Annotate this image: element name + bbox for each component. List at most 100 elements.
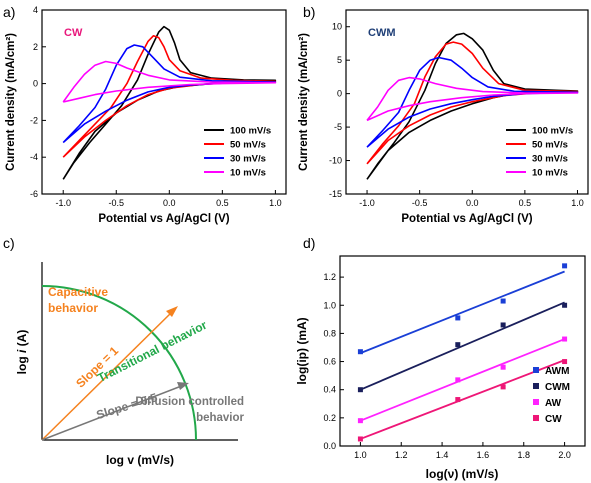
- cv-curves-b: [366, 32, 579, 180]
- cv-series-line-1: [62, 35, 277, 158]
- legend-label: 10 mV/s: [532, 168, 568, 179]
- diagram-xlabel: log v (mV/s): [106, 453, 174, 467]
- slope-05-arrowhead: [177, 382, 189, 390]
- xlabel-a: Potential vs Ag/AgCl (V): [98, 213, 229, 225]
- panel-d-scatter: d) 1.0 1.2 1.4 1.6 1.8 2.00.00.20.40.60.81.01…: [295, 235, 586, 481]
- legend-label: 10 mV/s: [230, 168, 266, 179]
- data-point: [500, 364, 506, 370]
- axis-ticks-b: -1.0 -0.5 0.0 0.5 1.0 -15 -10 -5 0 5 10: [329, 22, 584, 208]
- x-tick-label: 1.0: [269, 198, 282, 208]
- y-tick-label: 0.2: [323, 413, 336, 423]
- data-point: [357, 349, 363, 355]
- cv-series-line-2: [366, 56, 579, 148]
- x-tick-label: 0.5: [216, 198, 229, 208]
- x-tick-label: 1.8: [517, 450, 530, 460]
- data-point: [500, 322, 506, 328]
- legend-swatch: [533, 399, 539, 405]
- data-point: [562, 263, 568, 269]
- y-tick-label: 0.0: [323, 441, 336, 451]
- inset-label-cwm: CWM: [368, 27, 396, 39]
- x-tick-label: 1.6: [477, 450, 490, 460]
- x-tick-label: 0.0: [163, 198, 176, 208]
- cv-series-line-0: [366, 32, 579, 180]
- y-tick-label: -4: [30, 152, 38, 162]
- legend-label: 50 mV/s: [532, 140, 568, 151]
- panel-label-c: c): [3, 235, 15, 251]
- legend-label: 30 mV/s: [532, 154, 568, 165]
- panel-label-d: d): [303, 235, 315, 251]
- plot-frame-b: [345, 9, 589, 195]
- y-tick-label: -5: [334, 122, 342, 132]
- panel-c-diagram: c) Capacitive behavior Slope = 1 Transit…: [3, 235, 245, 467]
- data-point: [562, 336, 568, 342]
- diffusion-label-1: Diffusion controlled: [135, 396, 244, 408]
- y-tick-label: 5: [337, 55, 342, 65]
- xlabel-d: log(ν) (mV/s): [426, 467, 499, 481]
- slope-1-arrow: [41, 309, 175, 441]
- plot-frame-d: [339, 255, 586, 447]
- y-tick-label: 0: [337, 89, 342, 99]
- y-tick-label: 2: [33, 42, 38, 52]
- y-tick-label: 4: [33, 5, 38, 15]
- y-tick-label: 0: [33, 79, 38, 89]
- fit-line-0: [360, 270, 565, 354]
- cv-series-line-2: [62, 44, 277, 144]
- x-tick-label: 0.5: [519, 198, 532, 208]
- fit-line-3: [360, 359, 565, 440]
- data-point: [500, 298, 506, 304]
- y-tick-label: -15: [329, 189, 342, 199]
- cv-curves-a: [62, 25, 277, 180]
- axis-ticks-d: 1.0 1.2 1.4 1.6 1.8 2.0 0.0 0.2 0.4 0.6 0.8 1.0 1.2: [323, 272, 570, 460]
- cv-series-line-1: [366, 41, 579, 165]
- fit-line-1: [360, 301, 565, 391]
- legend-label: 50 mV/s: [230, 140, 266, 151]
- legend-label: 100 mV/s: [230, 126, 271, 137]
- y-tick-label: 1.2: [323, 272, 336, 282]
- cv-series-line-3: [62, 60, 277, 103]
- slope-05-arrow: [41, 384, 185, 441]
- y-tick-label: -10: [329, 156, 342, 166]
- data-point: [357, 436, 363, 442]
- data-point: [357, 387, 363, 393]
- legend-label: 30 mV/s: [230, 154, 266, 165]
- x-tick-label: -0.5: [412, 198, 428, 208]
- data-point: [562, 359, 568, 365]
- axis-ticks-a: -1.0 -0.5 0.0 0.5 1.0 -6 -4 -2 0 2 4: [30, 5, 282, 208]
- legend-label: CWM: [545, 382, 570, 393]
- legend-label: 100 mV/s: [532, 126, 573, 137]
- scatter-marks-d: [357, 263, 568, 442]
- cv-series-line-3: [366, 76, 579, 122]
- panel-label-a: a): [3, 4, 15, 20]
- panel-a-cv-cw: a) -1.0 -0.5 0.0 0.5 1.0 -6 -4 -2 0 2 4 CW 100 mV/…: [3, 4, 287, 225]
- y-tick-label: 0.6: [323, 357, 336, 367]
- data-point: [500, 384, 506, 390]
- legend-label: AW: [545, 398, 562, 409]
- diagram-ylabel: log i (A): [15, 330, 29, 375]
- y-tick-label: 0.4: [323, 385, 336, 395]
- capacitive-label-1: Capacitive: [48, 285, 108, 299]
- x-tick-label: -0.5: [109, 198, 125, 208]
- x-tick-label: 1.2: [395, 450, 408, 460]
- data-point: [562, 302, 568, 308]
- y-tick-label: -6: [30, 189, 38, 199]
- legend-swatch: [533, 415, 539, 421]
- x-tick-label: -1.0: [359, 198, 375, 208]
- panel-b-cv-cwm: b) -1.0 -0.5 0.0 0.5 1.0 -15 -10 -5 0 5 10 CWM 100…: [298, 4, 589, 225]
- data-point: [455, 315, 461, 321]
- data-point: [357, 418, 363, 424]
- data-point: [455, 377, 461, 383]
- legend-b: 100 mV/s 50 mV/s 30 mV/s 10 mV/s: [506, 126, 573, 179]
- y-tick-label: -2: [30, 115, 38, 125]
- ylabel-b: Current density (mA/cm²): [298, 33, 310, 171]
- legend-label: CW: [545, 414, 562, 425]
- legend-d: AWM CWM AW CW: [533, 366, 570, 425]
- x-tick-label: 1.4: [436, 450, 449, 460]
- xlabel-b: Potential vs Ag/AgCl (V): [401, 213, 532, 225]
- y-tick-label: 10: [332, 22, 342, 32]
- data-point: [455, 342, 461, 348]
- inset-label-cw: CW: [64, 27, 83, 39]
- y-tick-label: 1.0: [323, 300, 336, 310]
- plot-frame-a: [41, 9, 287, 195]
- fit-line-2: [360, 338, 565, 422]
